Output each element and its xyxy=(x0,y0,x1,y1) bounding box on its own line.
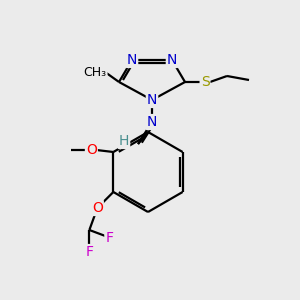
Text: O: O xyxy=(86,143,97,157)
Text: N: N xyxy=(147,115,157,129)
Text: N: N xyxy=(147,93,157,107)
Text: N: N xyxy=(167,53,177,67)
Text: N: N xyxy=(127,53,137,67)
Text: F: F xyxy=(85,245,93,259)
Text: CH₃: CH₃ xyxy=(83,65,106,79)
Text: F: F xyxy=(105,231,113,245)
Text: H: H xyxy=(119,134,129,148)
Text: O: O xyxy=(92,201,103,215)
Text: S: S xyxy=(201,75,209,89)
